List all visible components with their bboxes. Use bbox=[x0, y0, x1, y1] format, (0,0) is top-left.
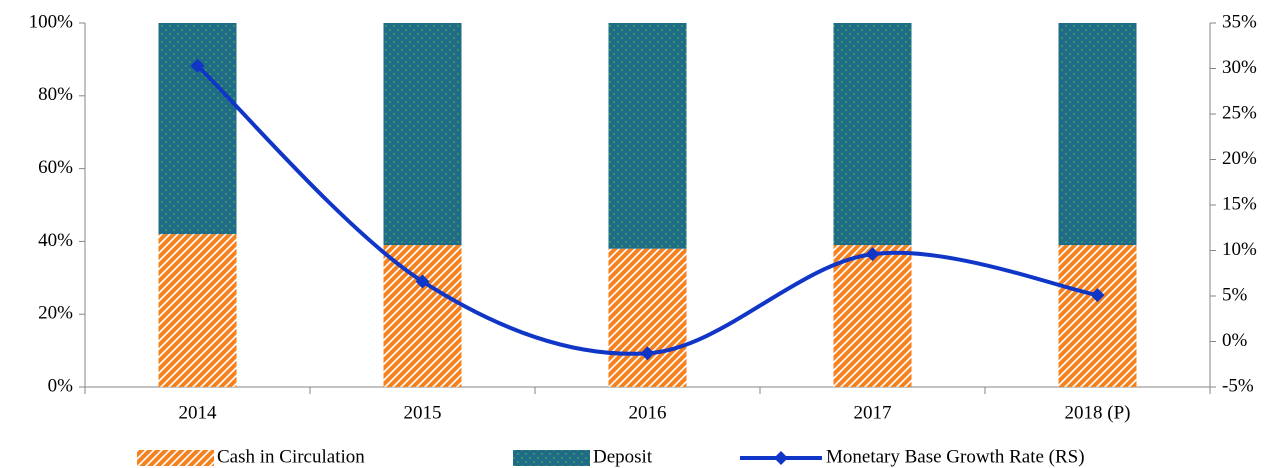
y2-tick-label: 15% bbox=[1222, 193, 1257, 214]
line-marker bbox=[1090, 288, 1105, 303]
x-tick-label: 2015 bbox=[404, 402, 442, 423]
y2-tick-label: -5% bbox=[1222, 375, 1254, 396]
x-tick-label: 2017 bbox=[854, 402, 892, 423]
line-marker bbox=[415, 274, 430, 289]
bar-segment bbox=[608, 248, 687, 387]
line-marker bbox=[190, 58, 205, 73]
legend-label: Cash in Circulation bbox=[217, 446, 365, 467]
bar-segment bbox=[158, 234, 237, 387]
y-tick-label: 100% bbox=[29, 11, 74, 32]
y2-tick-label: 5% bbox=[1222, 284, 1248, 305]
legend-label: Monetary Base Growth Rate (RS) bbox=[826, 446, 1085, 467]
bar-segment bbox=[833, 245, 912, 387]
legend-swatch bbox=[137, 450, 214, 466]
bar-segment bbox=[608, 23, 687, 249]
bar-segment bbox=[833, 23, 912, 246]
x-tick-label: 2018 (P) bbox=[1065, 402, 1131, 423]
y-tick-label: 0% bbox=[48, 375, 74, 396]
y2-tick-label: 20% bbox=[1222, 148, 1257, 169]
y2-tick-label: 35% bbox=[1222, 11, 1257, 32]
line-marker bbox=[640, 346, 655, 361]
y2-tick-label: 0% bbox=[1222, 330, 1248, 351]
bar-segment bbox=[158, 23, 237, 235]
y2-tick-label: 25% bbox=[1222, 102, 1257, 123]
y-tick-label: 80% bbox=[38, 84, 73, 105]
y2-tick-label: 10% bbox=[1222, 239, 1257, 260]
line-marker bbox=[865, 247, 880, 262]
bar-segment bbox=[1058, 23, 1137, 246]
x-tick-label: 2016 bbox=[629, 402, 667, 423]
legend-marker bbox=[774, 451, 788, 465]
legend-swatch bbox=[513, 450, 590, 466]
legend-label: Deposit bbox=[593, 446, 653, 467]
bar-segment bbox=[1058, 245, 1137, 387]
y-tick-label: 40% bbox=[38, 230, 73, 251]
y2-tick-label: 30% bbox=[1222, 57, 1257, 78]
y-tick-label: 60% bbox=[38, 157, 73, 178]
x-tick-label: 2014 bbox=[179, 402, 218, 423]
y-tick-label: 20% bbox=[38, 303, 73, 324]
bar-segment bbox=[383, 245, 462, 387]
bar-segment bbox=[383, 23, 462, 246]
